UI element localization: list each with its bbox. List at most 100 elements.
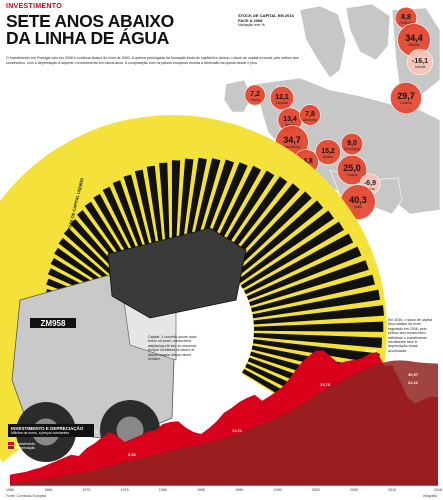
map-country-label: Malta	[354, 205, 362, 209]
radial-bar	[246, 246, 362, 301]
map-country-label: Alemanha	[303, 118, 318, 122]
radial-bar	[243, 233, 354, 295]
area-data-label: 17,03	[178, 370, 189, 375]
radial-bar	[251, 274, 375, 313]
map-bubble-10	[315, 139, 341, 165]
map-value-label: 12,1	[275, 94, 289, 101]
area-data-label: 0,81	[12, 458, 21, 463]
map-title-text: STOCK DE CAPITAL EM 2016 FACE A 2008	[238, 13, 294, 23]
area-data-label: 14,21	[232, 428, 243, 433]
area-depreciacao	[10, 360, 438, 486]
x-tick-label: 1975	[121, 488, 129, 492]
map-value-label: 14,8	[299, 158, 313, 165]
map-value-label: 34,4	[405, 33, 423, 43]
x-tick-label: 2016	[434, 488, 442, 492]
map-country-label: Estónia	[409, 43, 420, 47]
x-tick-label: 2005	[350, 488, 358, 492]
radial-bar	[63, 228, 114, 276]
legend-label-depreciacao: Depreciação	[16, 446, 36, 450]
map-value-label: -6,9	[364, 180, 376, 187]
radial-bar	[240, 221, 345, 289]
radial-bar	[69, 218, 119, 271]
legend-subtitle: Milhões de euros, a preços constantes	[11, 431, 70, 435]
map-country-label: Lituânia	[400, 101, 411, 105]
annotation-right: Em 2016, o stock de capital ficou abaixo…	[388, 318, 433, 353]
map-value-label: 7,8	[305, 111, 315, 118]
title-line-1: SETE ANOS ABAIXO	[6, 11, 174, 31]
map-country-label: Eslováquia	[344, 147, 360, 151]
area-data-label: 30,57	[408, 372, 419, 377]
map-value-label: 29,7	[397, 91, 415, 101]
radial-bar	[219, 176, 288, 266]
radial-bar	[134, 169, 158, 251]
annotation-left: Capital: 1 convelis ipsum dolor lorem si…	[148, 335, 197, 362]
area-data-label: 33,95	[366, 348, 377, 353]
map-country-label: Áustria	[323, 155, 333, 159]
map-title: STOCK DE CAPITAL EM 2016 FACE A 2008 Var…	[238, 13, 298, 28]
radial-bar	[58, 237, 110, 281]
map-country-label: Holanda	[276, 101, 288, 105]
area-data-label: 3,63	[128, 452, 137, 457]
map-bubble-4	[269, 85, 295, 111]
map-country-label: Croácia	[347, 173, 358, 177]
radial-bar	[146, 165, 164, 249]
map-country-label: Luxemburgo	[283, 145, 301, 149]
x-tick-label: 1960	[6, 488, 14, 492]
radial-bar	[93, 193, 134, 260]
map-land-3	[223, 79, 253, 113]
x-tick-label: 1970	[82, 488, 90, 492]
x-axis-ticks: 1960 1965 1970 1975 1980 1985 1990 1995 2000 2005…	[6, 485, 442, 492]
map-land-0	[299, 5, 347, 79]
map-bubble-3	[390, 82, 422, 114]
map-land-1	[345, 3, 391, 61]
map-value-label: 7,2	[250, 91, 260, 98]
x-tick-label: 1995	[274, 488, 282, 492]
map-country-label: Irlanda	[250, 98, 260, 102]
loader-badge	[30, 318, 76, 328]
radial-bar	[233, 200, 324, 279]
x-tick-label: 1985	[197, 488, 205, 492]
map-country-label: Letónia	[415, 65, 426, 69]
radial-bar	[213, 170, 275, 262]
credit-note: Infografia	[422, 494, 437, 498]
area-data-label: 2,82	[12, 444, 21, 449]
area-data-label: 22,22	[408, 380, 419, 385]
map-bubble-12	[336, 154, 368, 186]
area-data-label: 23,78	[320, 382, 331, 387]
radial-bar	[54, 247, 106, 286]
title-line-2: DA LINHA DE ÁGUA	[6, 28, 170, 48]
legend-item-depreciacao: Depreciação	[8, 446, 88, 450]
loader-illustration: ZM958	[11, 227, 247, 462]
radial-bar	[102, 186, 140, 257]
section-label: INVESTIMENTO	[6, 3, 62, 10]
radial-bar	[178, 158, 194, 249]
map-bubble-5	[244, 84, 266, 106]
legend-swatch-red	[8, 442, 14, 445]
map-value-label: -16,1	[412, 58, 428, 65]
map-value-label: 34,7	[283, 135, 301, 145]
legend-label-investimento: Investimento	[16, 442, 36, 446]
source-note: Fonte: Comissão Europeia	[6, 494, 47, 498]
radial-bar	[253, 321, 384, 332]
map-value-label: 15,2	[321, 148, 335, 155]
map-country-label: Finlândia	[400, 21, 413, 25]
radial-bar	[253, 332, 383, 348]
area-chart	[10, 350, 438, 486]
lead-text: O investimento em Portugal caiu em 2008 …	[6, 56, 299, 65]
legend-swatch-dark	[8, 446, 14, 449]
radial-bar	[159, 162, 170, 249]
map-bubble-2	[406, 48, 434, 76]
map-value-label: 25,0	[343, 163, 361, 173]
legend-items: Investimento Depreciação	[8, 442, 88, 450]
loader-bucket	[107, 227, 247, 319]
map-bubble-7	[299, 104, 321, 126]
radial-bar	[84, 201, 129, 263]
map-country-label: Grécia	[365, 187, 375, 191]
radial-bar	[184, 157, 207, 250]
map-country-label: Bélgica	[285, 123, 296, 127]
x-tick-label: 2010	[388, 488, 396, 492]
radial-bar	[76, 210, 124, 267]
radial-bar	[171, 160, 181, 249]
x-tick-label: 1990	[235, 488, 243, 492]
